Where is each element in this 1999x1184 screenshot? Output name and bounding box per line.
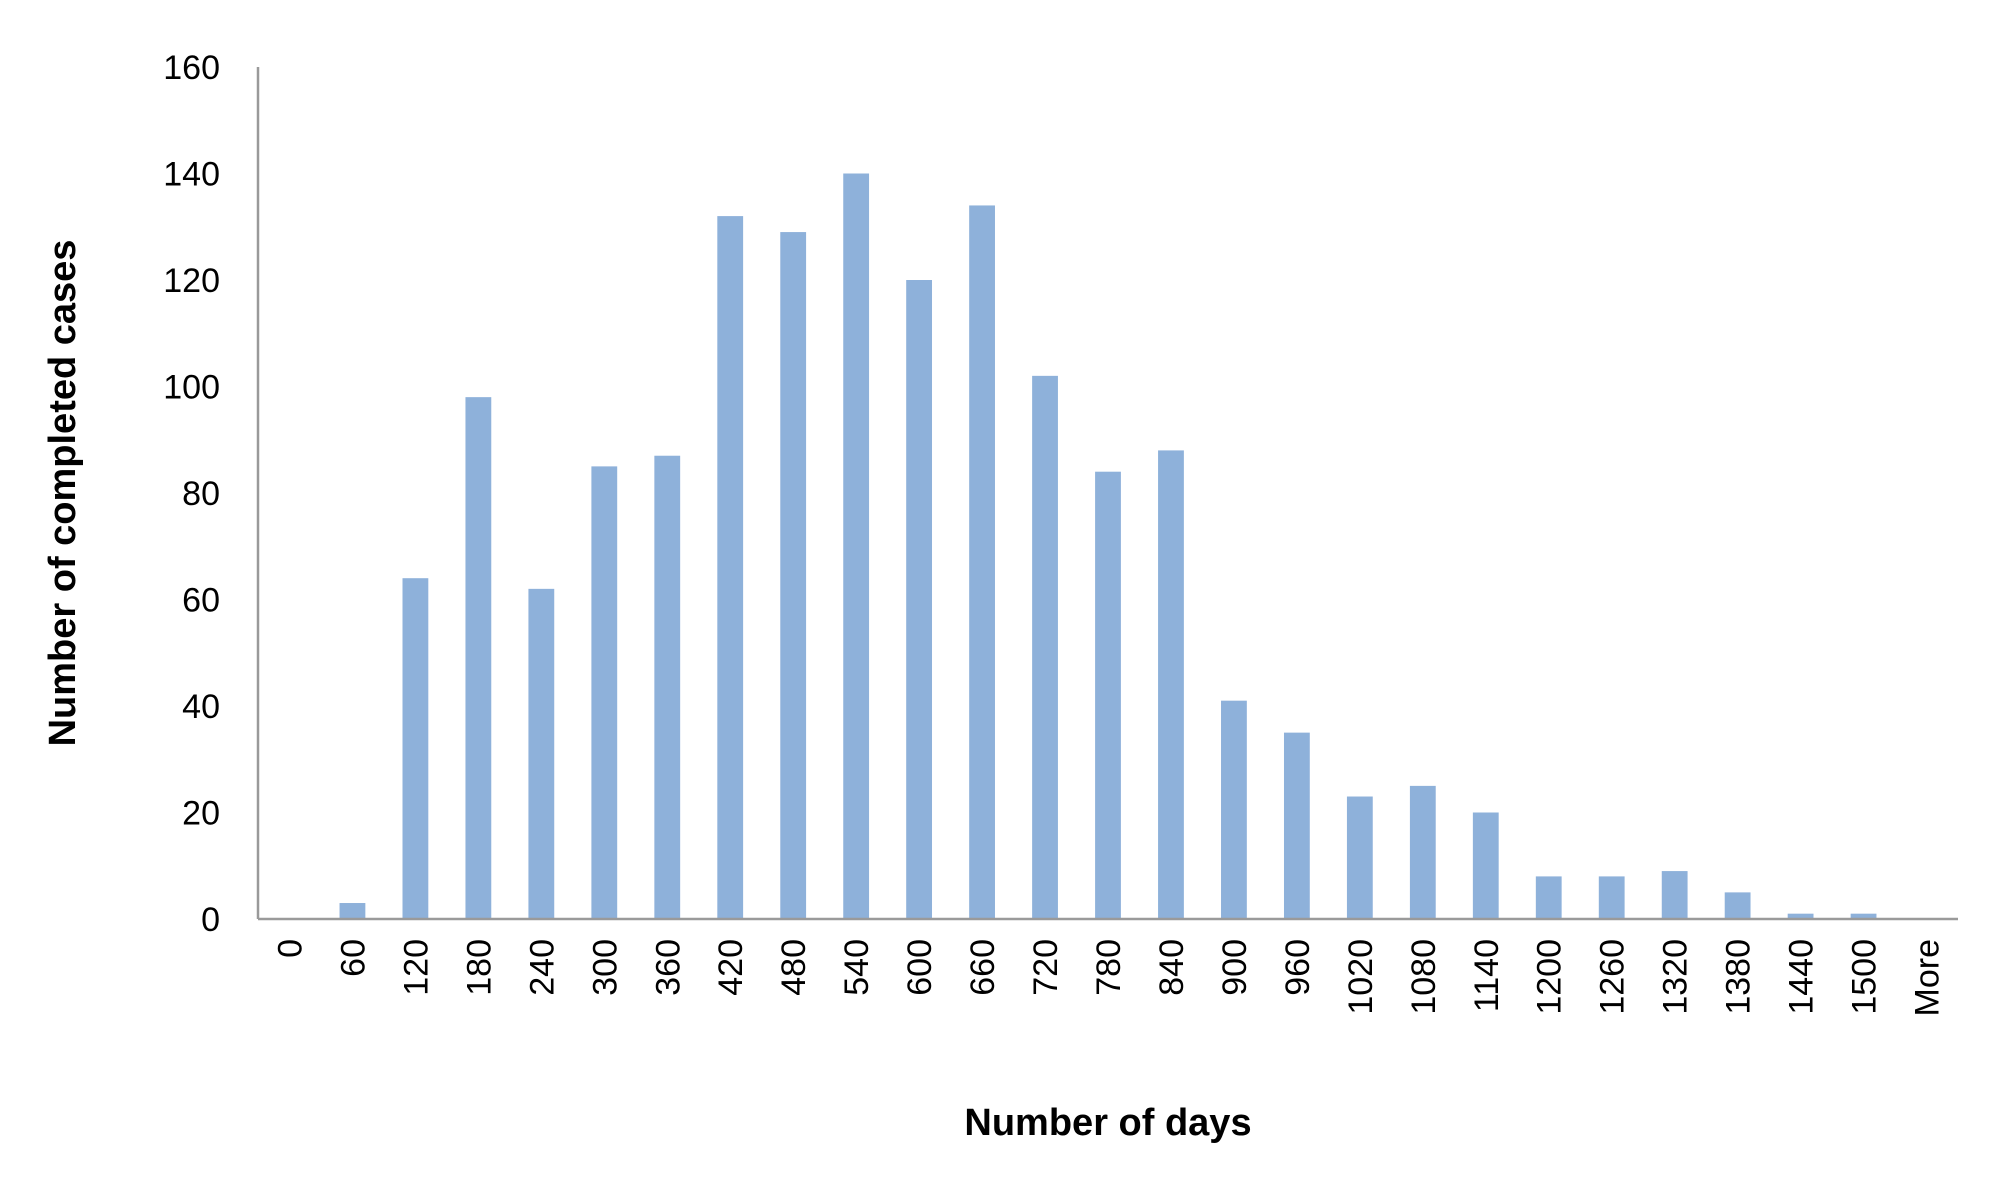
bars-group	[339, 173, 1877, 920]
x-tick-label: 480	[775, 939, 813, 996]
bar-360	[654, 455, 681, 919]
bar-900	[1221, 700, 1247, 919]
bar-1140	[1472, 812, 1499, 919]
x-tick-label: 720	[1027, 939, 1065, 996]
x-tick-label: 0	[271, 939, 309, 958]
x-tick-label: 600	[901, 939, 939, 996]
x-tick-label: 1140	[1468, 939, 1506, 1012]
y-tick-label: 120	[163, 262, 220, 300]
x-tick-label: 1080	[1405, 939, 1443, 1015]
x-tick-label: 900	[1216, 939, 1254, 996]
bar-420	[717, 216, 744, 920]
bar-180	[465, 397, 492, 919]
y-axis-ticks: 0 20 40 60 80 100 120 140 160	[163, 49, 220, 939]
bar-660	[969, 205, 995, 919]
bar-1320	[1661, 871, 1688, 919]
x-tick-label: 840	[1153, 939, 1191, 996]
x-tick-label: 1320	[1657, 939, 1695, 1015]
bar-1500	[1850, 913, 1877, 919]
bar-1080	[1409, 785, 1436, 920]
y-tick-label: 160	[163, 49, 220, 87]
bar-840	[1158, 450, 1184, 919]
x-tick-label: 960	[1279, 939, 1317, 996]
bar-120	[402, 578, 429, 919]
bar-480	[780, 232, 807, 919]
x-tick-label: 240	[523, 939, 561, 996]
x-tick-label: 540	[838, 939, 876, 996]
bar-1380	[1724, 892, 1751, 920]
y-tick-label: 80	[182, 475, 220, 513]
y-tick-label: 140	[163, 156, 220, 194]
bar-60	[339, 903, 366, 919]
y-tick-label: 0	[201, 901, 220, 939]
y-tick-label: 20	[182, 795, 220, 833]
bar-1260	[1598, 876, 1625, 919]
bar-1440	[1787, 913, 1814, 919]
x-tick-label: 180	[460, 939, 498, 996]
axes	[256, 67, 1958, 921]
x-tick-label: 420	[712, 939, 750, 996]
x-tick-label: 1020	[1342, 939, 1380, 1015]
x-tick-label: 60	[334, 939, 372, 977]
bar-540	[843, 173, 870, 919]
bar-240	[528, 588, 555, 919]
x-tick-label: 300	[586, 939, 624, 996]
x-tick-label: 120	[397, 939, 435, 996]
y-tick-label: 60	[182, 582, 220, 620]
x-tick-label: 1200	[1531, 939, 1569, 1015]
x-tick-label: 1500	[1846, 939, 1884, 1015]
x-tick-label: 360	[649, 939, 687, 996]
y-axis-title: Number of completed cases	[42, 240, 84, 747]
x-tick-label: 1380	[1720, 939, 1758, 1015]
x-tick-label: 1440	[1783, 939, 1821, 1015]
bar-300	[591, 466, 618, 920]
x-axis-ticks: 0 60 120 180 240 300 360 420 480 540 600 660 720 780 8…	[271, 939, 1946, 1016]
bar-720	[1032, 375, 1058, 920]
x-tick-label: 1260	[1594, 939, 1632, 1015]
bar-600	[906, 280, 933, 919]
x-tick-label: 780	[1090, 939, 1128, 996]
y-tick-label: 100	[163, 369, 220, 407]
bar-1020	[1346, 796, 1373, 919]
x-axis-title: Number of days	[964, 1102, 1251, 1144]
x-tick-label: More	[1909, 939, 1947, 1016]
y-tick-label: 40	[182, 688, 220, 726]
bar-780	[1095, 471, 1121, 919]
bar-960	[1283, 732, 1310, 920]
bar-1200	[1535, 876, 1562, 919]
x-tick-label: 660	[964, 939, 1002, 996]
